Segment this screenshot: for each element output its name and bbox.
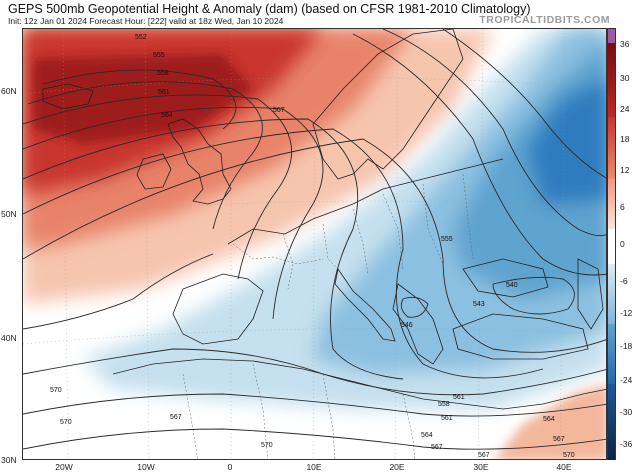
- contour-label: 567: [478, 452, 490, 459]
- colorbar-segment: [608, 43, 615, 117]
- lon-label: 0: [227, 462, 233, 472]
- colorbar-tick: 0: [620, 239, 625, 249]
- colorbar-segment: [608, 179, 615, 229]
- lat-label: 50N: [1, 209, 17, 219]
- colorbar-tick: 24: [620, 104, 630, 114]
- lat-label: 40N: [1, 333, 17, 343]
- lon-label: 10E: [306, 462, 322, 472]
- anomaly-colorbar: [607, 28, 616, 460]
- lon-label: 30E: [473, 462, 489, 472]
- contour-label: 570: [261, 442, 273, 449]
- contour-label: 564: [421, 432, 433, 439]
- site-credit: TROPICALTIDBITS.COM: [479, 14, 610, 26]
- colorbar-segment: [608, 324, 615, 384]
- map-title: GEPS 500mb Geopotential Height & Anomaly…: [8, 2, 531, 16]
- lon-label: 40E: [556, 462, 572, 472]
- anomaly-shading: [23, 29, 606, 459]
- graticule: [23, 29, 606, 459]
- contour-label: 567: [273, 107, 285, 114]
- colorbar-tick: 36: [620, 39, 630, 49]
- contour-label: 543: [473, 301, 485, 308]
- colorbar-segment: [608, 264, 615, 324]
- colorbar-segment: [608, 29, 615, 43]
- contour-label: 558: [157, 70, 169, 77]
- contour-label: 567: [431, 444, 443, 451]
- contour-label: 570: [563, 452, 575, 459]
- coastlines: [42, 29, 606, 410]
- colorbar-segment: [608, 384, 615, 460]
- contour-label: 561: [158, 89, 170, 96]
- colorbar-tick: -24: [620, 375, 633, 385]
- colorbar-tick: -18: [620, 341, 633, 351]
- contour-label: 561: [441, 415, 453, 422]
- lat-label: 30N: [1, 455, 17, 465]
- lat-label: 60N: [1, 86, 17, 96]
- contour-label: 555: [441, 236, 453, 243]
- height-contours: [23, 29, 606, 450]
- colorbar-tick: 30: [620, 73, 630, 83]
- contour-label: 555: [153, 52, 165, 59]
- colorbar-segment: [608, 229, 615, 264]
- colorbar-tick: -36: [620, 439, 633, 449]
- contour-label: 564: [543, 416, 555, 423]
- colorbar-tick: -12: [620, 308, 633, 318]
- colorbar-tick: 6: [620, 202, 625, 212]
- country-borders: [182, 173, 474, 459]
- lon-label: 10W: [137, 462, 155, 472]
- contour-label: 558: [438, 401, 450, 408]
- contour-labels: 552 555 558 561 564 567 570 555 546 543 …: [50, 34, 575, 459]
- lon-label: 20W: [55, 462, 73, 472]
- map-header: GEPS 500mb Geopotential Height & Anomaly…: [0, 0, 640, 28]
- map-canvas: 552 555 558 561 564 567 570 555 546 543 …: [23, 29, 606, 459]
- lon-label: 20E: [389, 462, 405, 472]
- colorbar-tick: 18: [620, 134, 630, 144]
- contour-label: 570: [50, 387, 62, 394]
- contour-label: 570: [60, 419, 72, 426]
- contour-label: 540: [506, 282, 518, 289]
- contour-label: 561: [453, 394, 465, 401]
- colorbar-tick: -30: [620, 407, 633, 417]
- colorbar-segment: [608, 117, 615, 179]
- contour-label: 567: [170, 414, 182, 421]
- forecast-info: Init: 12z Jan 01 2024 Forecast Hour: [22…: [8, 16, 284, 26]
- contour-label: 552: [135, 34, 147, 41]
- contour-label: 564: [161, 112, 173, 119]
- contour-label: 546: [401, 322, 413, 329]
- anomaly-map: 552 555 558 561 564 567 570 555 546 543 …: [22, 28, 607, 460]
- colorbar-tick: -6: [620, 276, 628, 286]
- contour-label: 567: [553, 436, 565, 443]
- colorbar-tick: 12: [620, 165, 630, 175]
